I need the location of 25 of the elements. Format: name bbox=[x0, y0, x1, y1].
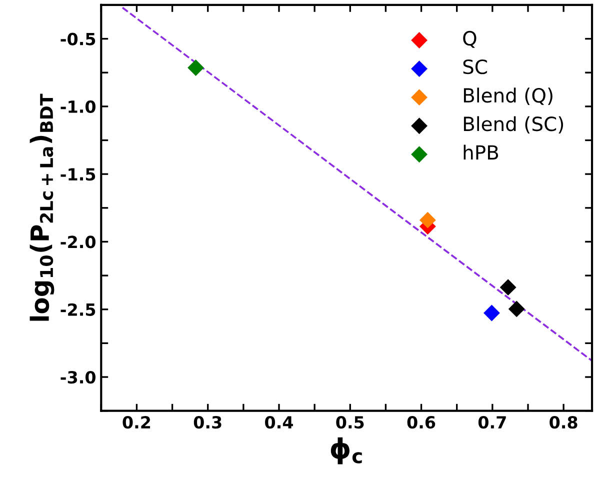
point bbox=[484, 304, 500, 322]
y-tick-label: -0.5 bbox=[60, 32, 96, 46]
point bbox=[188, 60, 204, 76]
x-tick-label: 0.5 bbox=[336, 416, 364, 429]
point bbox=[500, 279, 516, 296]
legend-label: Blend (SC) bbox=[464, 116, 564, 134]
y-tick-label: -1.0 bbox=[60, 100, 96, 113]
x-axis-title: ϕ$_{c}$ bbox=[330, 437, 362, 464]
y-axis-title: log$_{10}$(P$_{2Lc+La}$)$_{BDT}$ bbox=[30, 94, 54, 321]
y-tick-label: -1.5 bbox=[60, 168, 96, 181]
point bbox=[508, 300, 525, 318]
y-tick-label: -3.0 bbox=[60, 370, 96, 384]
x-tick-label: 0.6 bbox=[407, 416, 436, 429]
y-tick-label: -2.0 bbox=[60, 236, 96, 248]
legend-label: SC bbox=[463, 59, 487, 74]
legend-label: hPB bbox=[464, 144, 498, 160]
x-tick-label: 0.2 bbox=[122, 416, 150, 429]
point bbox=[419, 212, 436, 228]
x-tick-label: 0.7 bbox=[478, 416, 506, 429]
y-tick-label: -2.5 bbox=[60, 303, 96, 316]
legend-label: Blend (Q) bbox=[464, 88, 552, 105]
x-tick-label: 0.8 bbox=[550, 416, 578, 429]
x-tick-label: 0.4 bbox=[265, 416, 293, 429]
legend-label: Q bbox=[463, 30, 476, 48]
x-tick-label: 0.3 bbox=[194, 416, 222, 429]
